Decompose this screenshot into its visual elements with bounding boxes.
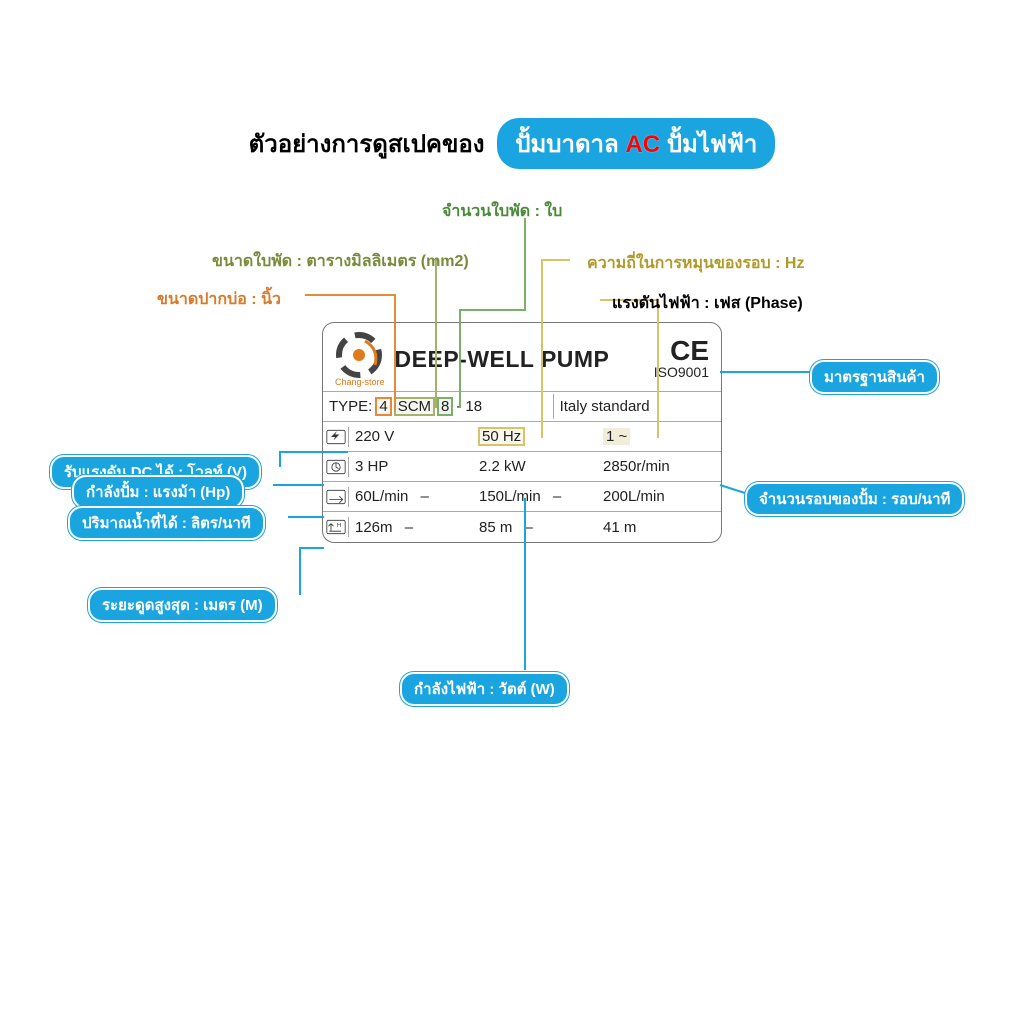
- ce-mark: CE: [654, 338, 709, 363]
- head1: 126m –: [349, 515, 473, 540]
- logo-wrap: Chang-store: [335, 331, 385, 387]
- iso-mark: ISO9001: [654, 364, 709, 380]
- dash2: –: [553, 488, 561, 505]
- plug-icon: [323, 427, 349, 447]
- lbl-std: มาตรฐานสินค้า: [810, 360, 939, 394]
- dash1: –: [421, 488, 429, 505]
- lbl-freq: ความถี่ในการหมุนของรอบ : Hz: [575, 248, 816, 279]
- lbl-blades: จำนวนใบพัด : ใบ: [430, 196, 574, 227]
- leader-head: [300, 548, 324, 595]
- phase-cell: 1 ~: [597, 424, 721, 449]
- head2: 85 m –: [473, 515, 597, 540]
- dash4: –: [525, 519, 533, 536]
- row-type: TYPE: 4 SCM8-18 Italy standard: [323, 392, 721, 422]
- leader-rpm: [720, 485, 745, 493]
- type-label: TYPE:: [329, 398, 372, 415]
- motor-icon: [323, 457, 349, 477]
- row-flow: 60L/min – 150L/min – 200L/min: [323, 482, 721, 512]
- type-mm2: SCM: [395, 398, 434, 415]
- type-bore: 4: [376, 398, 390, 415]
- title-pill: ปั้มบาดาล AC ปั้มไฟฟ้า: [497, 118, 775, 169]
- kw-cell: 2.2 kW: [473, 454, 597, 479]
- lbl-mm2: ขนาดใบพัด : ตารางมิลลิเมตร (mm2): [200, 246, 481, 277]
- lbl-bore: ขนาดปากบ่อ : นิ้ว: [145, 284, 293, 315]
- row-electrical: 220 V 50 Hz 1 ~: [323, 422, 721, 452]
- logo-icon: [335, 331, 383, 379]
- flow3: 200L/min: [597, 484, 721, 509]
- lbl-phase: แรงดันไฟฟ้า : เฟส (Phase): [600, 288, 815, 319]
- row-power: 3 HP 2.2 kW 2850r/min: [323, 452, 721, 482]
- lbl-hp: กำลังปั้ม : แรงม้า (Hp): [72, 475, 244, 509]
- hp-cell: 3 HP: [349, 454, 473, 479]
- lbl-flow: ปริมาณน้ำที่ได้ : ลิตร/นาที: [68, 506, 265, 540]
- product-name: DEEP-WELL PUMP: [395, 346, 644, 373]
- dash3: –: [405, 519, 413, 536]
- svg-text:H: H: [336, 523, 340, 529]
- type-blades: 8: [438, 398, 452, 415]
- title: ตัวอย่างการดูสเปคของ ปั้มบาดาล AC ปั้มไฟ…: [0, 118, 1024, 169]
- hz-val: 50 Hz: [479, 428, 524, 445]
- flow1-v: 60L/min: [355, 488, 408, 505]
- hz-cell: 50 Hz: [473, 424, 597, 449]
- type-cell: TYPE: 4 SCM8-18: [323, 394, 554, 419]
- plate-top: Chang-store DEEP-WELL PUMP CE ISO9001: [323, 323, 721, 392]
- lbl-head: ระยะดูดสูงสุด : เมตร (M): [88, 588, 277, 622]
- pill-ac: AC: [625, 131, 660, 158]
- pill-post: ปั้มไฟฟ้า: [667, 131, 758, 158]
- flow2: 150L/min –: [473, 484, 597, 509]
- head1-v: 126m: [355, 519, 393, 536]
- nameplate: Chang-store DEEP-WELL PUMP CE ISO9001 TY…: [322, 322, 722, 543]
- flow1: 60L/min –: [349, 484, 473, 509]
- lbl-rpm: จำนวนรอบของปั้ม : รอบ/นาที: [745, 482, 964, 516]
- flow-icon: [323, 487, 349, 507]
- pill-pre: ปั้มบาดาล: [515, 131, 619, 158]
- phase-val: 1 ~: [603, 428, 630, 445]
- lbl-watt: กำลังไฟฟ้า : วัตต์ (W): [400, 672, 569, 706]
- flow2-v: 150L/min: [479, 488, 541, 505]
- rpm-cell: 2850r/min: [597, 454, 721, 479]
- type-dash: -: [456, 398, 461, 415]
- standard-cell: Italy standard: [554, 394, 721, 419]
- title-prefix: ตัวอย่างการดูสเปคของ: [249, 131, 485, 158]
- head-icon: H: [323, 517, 349, 537]
- cert-block: CE ISO9001: [654, 338, 709, 379]
- head2-v: 85 m: [479, 519, 512, 536]
- type-tail: 18: [465, 398, 482, 415]
- head3: 41 m: [597, 515, 721, 540]
- volt-cell: 220 V: [349, 424, 473, 449]
- row-head: H 126m – 85 m – 41 m: [323, 512, 721, 542]
